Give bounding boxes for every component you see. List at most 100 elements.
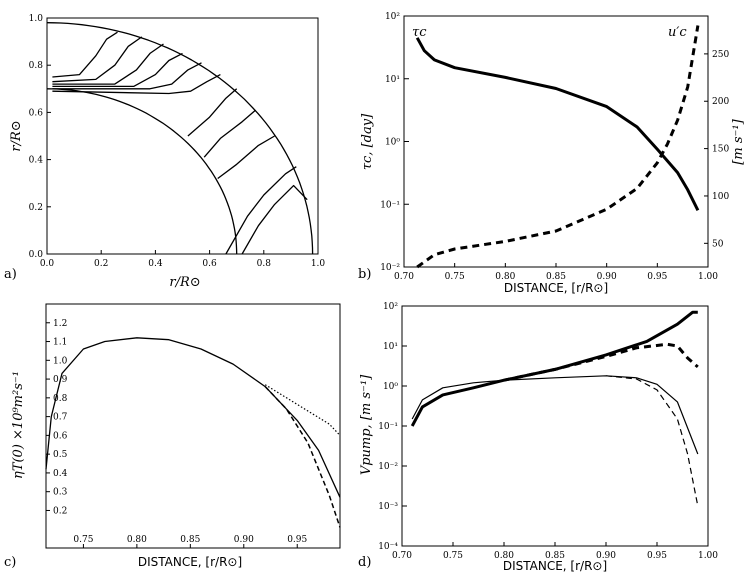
panel-d: 0.70 0.75 0.80 0.85 0.90 0.95 1.00 10⁻⁴ 10⁻³ 10⁻²… — [358, 302, 718, 573]
y-tick-label: 10⁻¹ — [378, 422, 398, 432]
series-line — [411, 375, 699, 455]
x-tick-label: 0.0 — [40, 259, 55, 269]
x-tick-label: 0.70 — [392, 551, 412, 561]
series-line — [264, 384, 341, 436]
y-axis-label: ηT(0) ×10⁹m²s⁻¹ — [11, 371, 26, 479]
y-right-axis-label: [m s⁻¹] — [731, 118, 746, 164]
panel-label: b) — [358, 267, 371, 282]
boundary-surface — [46, 22, 314, 255]
x-tick-label: 0.75 — [443, 551, 463, 561]
x-tick-label: 0.80 — [127, 535, 147, 545]
x-tick-label: 1.00 — [698, 272, 718, 282]
x-tick-label: 0.80 — [494, 551, 514, 561]
x-axis-label: DISTANCE, [r/R⊙] — [503, 559, 607, 573]
x-tick-label: 0.85 — [545, 551, 565, 561]
y-tick-label: 0.4 — [53, 469, 68, 479]
x-tick-label: 0.80 — [495, 272, 515, 282]
annotation-tau: τc — [412, 25, 427, 40]
x-tick-label: 0.8 — [257, 259, 272, 269]
panel-c: 0.75 0.80 0.85 0.90 0.95 0.2 0.3 0.4 0.5 0.6 0.7 0.… — [4, 303, 341, 570]
panel-label: a) — [4, 267, 17, 282]
y-tick-label: 1.0 — [29, 14, 44, 24]
x-tick-label: 0.85 — [546, 272, 566, 282]
plot-frame — [46, 17, 319, 255]
y-tick-label: 0.2 — [53, 506, 67, 516]
y-tick-label: 0.7 — [53, 413, 68, 423]
plot-frame — [403, 15, 709, 268]
contour-line — [52, 62, 202, 90]
contour-line — [203, 109, 257, 158]
x-tick-label: 0.90 — [597, 272, 617, 282]
y-tick-label: 0.5 — [53, 450, 68, 460]
x-axis-label: r/R⊙ — [169, 275, 200, 290]
y-tick-label: 0.2 — [29, 203, 43, 213]
y-left-tick-label: 10⁰ — [385, 138, 400, 148]
series-line — [605, 375, 699, 507]
x-axis-label: DISTANCE, [r/R⊙] — [504, 281, 608, 295]
boundary-base — [46, 88, 238, 255]
y-tick-label: 1.2 — [53, 319, 67, 329]
x-tick-label: 1.0 — [311, 259, 326, 269]
y-tick-label: 10⁻⁴ — [378, 542, 398, 552]
x-tick-label: 0.95 — [647, 272, 667, 282]
contour-line — [52, 74, 221, 95]
y-left-tick-label: 10² — [385, 12, 400, 22]
x-tick-label: 0.6 — [202, 259, 217, 269]
y-axis-label: r/R⊙ — [9, 120, 24, 151]
x-tick-label: 0.4 — [148, 259, 163, 269]
x-tick-label: 0.95 — [287, 535, 307, 545]
panel-a: 0.0 0.2 0.4 0.6 0.8 1.0 0.0 0.2 0.4 0.6 0.8 1.0 r/R⊙… — [4, 14, 325, 290]
y-right-tick-label: 200 — [712, 97, 729, 107]
y-tick-label: 10⁻² — [378, 462, 398, 472]
y-tick-label: 10² — [383, 302, 398, 312]
y-tick-label: 0.8 — [29, 61, 44, 71]
panel-label: d) — [358, 555, 371, 570]
x-tick-label: 0.90 — [596, 551, 616, 561]
series-line — [416, 25, 700, 269]
x-axis-label: DISTANCE, [r/R⊙] — [138, 555, 242, 569]
annotation-u: u′c — [668, 25, 687, 40]
x-tick-label: 0.85 — [180, 535, 200, 545]
x-tick-label: 0.90 — [234, 535, 254, 545]
series-line — [503, 342, 699, 382]
y-left-tick-label: 10⁻² — [380, 263, 400, 273]
x-tick-label: 0.75 — [73, 535, 93, 545]
contour-line — [52, 36, 143, 83]
series-line — [264, 386, 341, 528]
x-tick-label: 0.2 — [94, 259, 108, 269]
y-left-axis-label: τc, [day] — [360, 113, 375, 170]
panel-label: c) — [4, 555, 16, 570]
y-tick-label: 0.6 — [53, 431, 68, 441]
y-tick-label: 10⁰ — [383, 382, 398, 392]
y-tick-label: 0.0 — [29, 250, 44, 260]
y-axis-label: Vpump, [m s⁻¹] — [359, 374, 374, 475]
y-tick-label: 10¹ — [383, 342, 398, 352]
series-line — [415, 37, 700, 211]
y-right-tick-label: 150 — [712, 145, 729, 155]
y-tick-label: 0.3 — [53, 488, 68, 498]
panel-b: 0.70 0.75 0.80 0.85 0.90 0.95 1.00 10⁻² 10⁻¹ 10⁰ 1… — [358, 12, 746, 295]
contour-line — [52, 43, 164, 85]
contour-line — [241, 184, 308, 255]
x-tick-label: 0.95 — [647, 551, 667, 561]
plot-frame — [401, 305, 709, 547]
y-right-tick-label: 250 — [712, 50, 729, 60]
y-tick-label: 10⁻³ — [378, 502, 398, 512]
x-tick-label: 0.70 — [394, 272, 414, 282]
y-right-tick-label: 100 — [712, 192, 729, 202]
y-tick-label: 0.8 — [53, 394, 68, 404]
contour-line — [52, 52, 183, 88]
x-tick-label: 0.75 — [445, 272, 465, 282]
y-left-tick-label: 10⁻¹ — [380, 200, 400, 210]
contour-line — [187, 88, 238, 137]
y-tick-label: 1.0 — [53, 356, 68, 366]
y-tick-label: 0.4 — [29, 156, 44, 166]
series-line — [45, 337, 341, 498]
y-tick-label: 0.6 — [29, 108, 44, 118]
plot-frame — [45, 303, 341, 549]
contour-line — [52, 31, 118, 78]
y-tick-label: 1.1 — [53, 338, 67, 348]
contour-line — [225, 166, 297, 255]
contour-line — [217, 135, 275, 180]
